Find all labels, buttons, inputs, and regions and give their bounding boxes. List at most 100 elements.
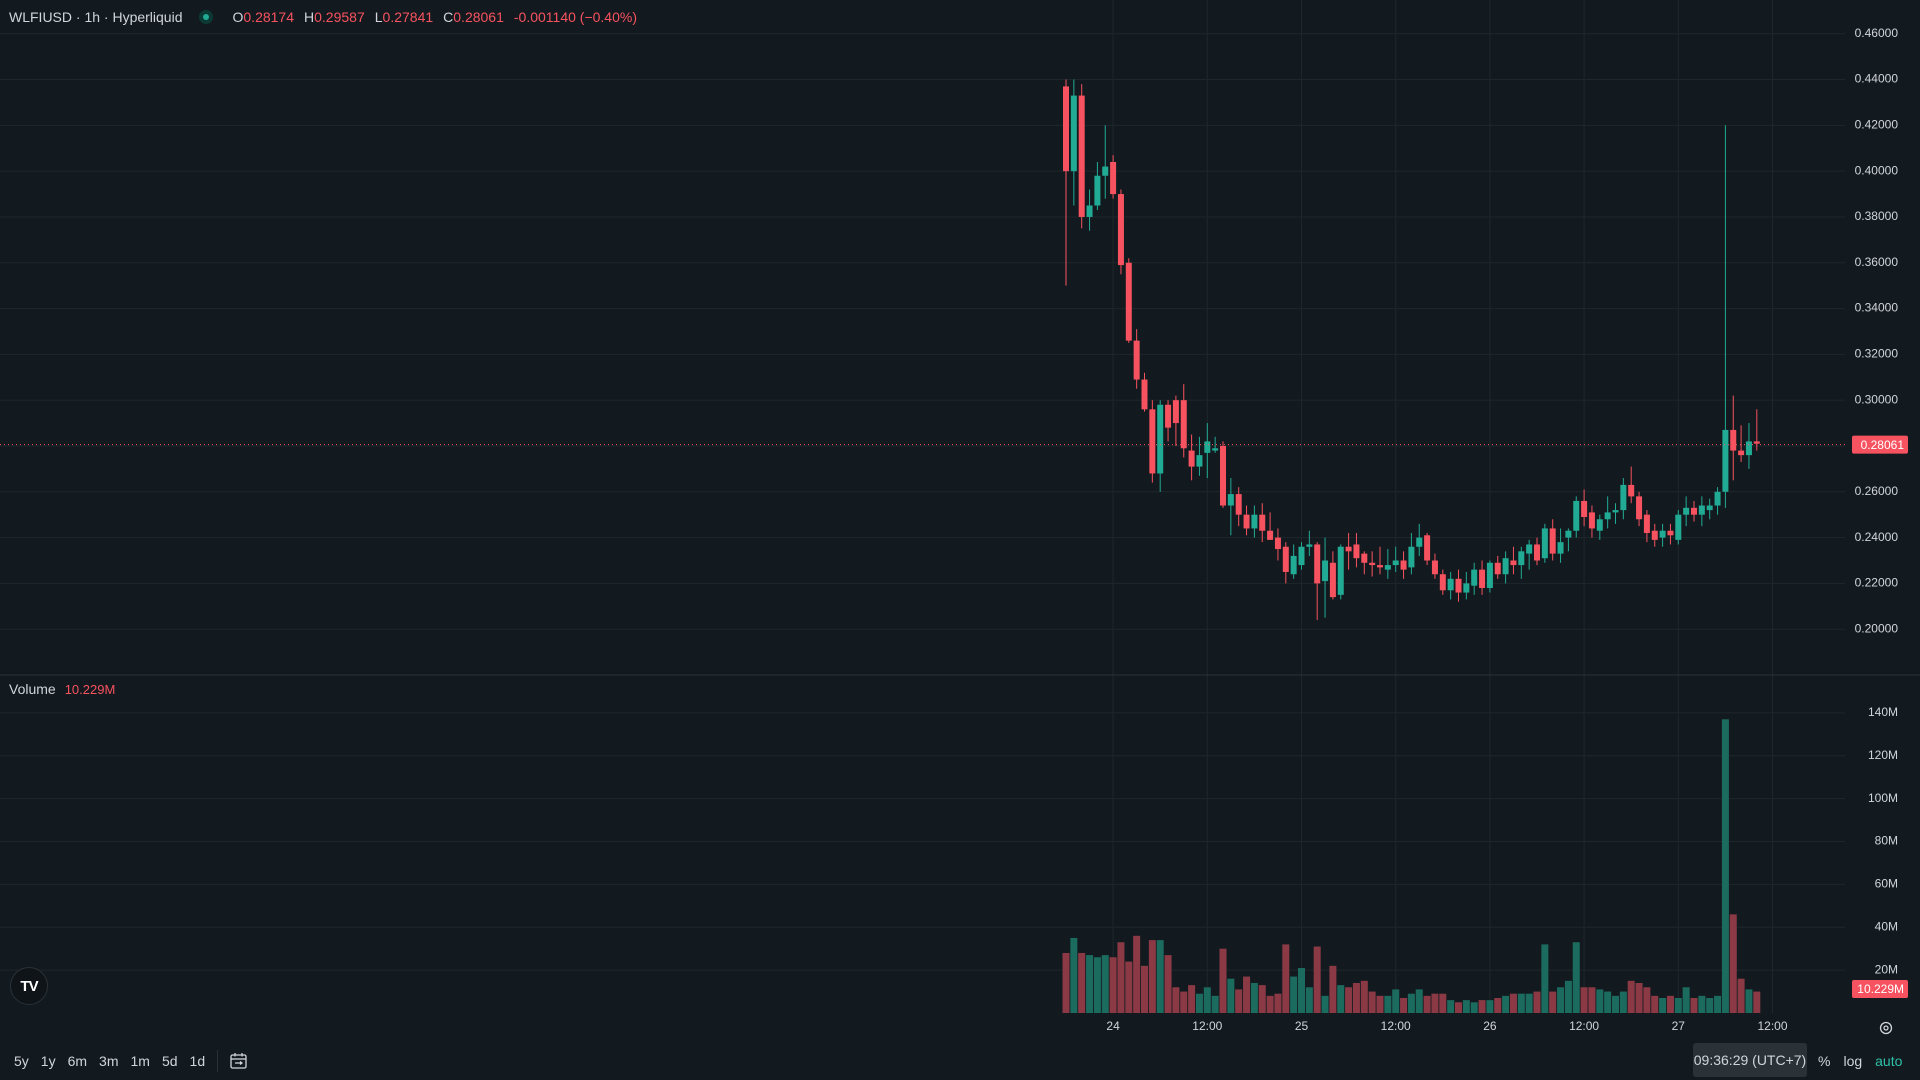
- volume-bar: [1235, 989, 1243, 1013]
- volume-bar: [1211, 995, 1219, 1013]
- change-value: -0.001140 (−0.40%): [513, 9, 637, 25]
- time-tick-label: 26: [1483, 1019, 1497, 1033]
- volume-bar: [1494, 997, 1502, 1013]
- volume-bar: [1533, 991, 1541, 1013]
- candle-body: [1361, 553, 1368, 563]
- volume-value: 10.229M: [64, 681, 116, 697]
- candle-body: [1691, 507, 1697, 515]
- volume-bar: [1258, 985, 1266, 1013]
- volume-bar: [1321, 995, 1329, 1013]
- volume-bar: [1164, 955, 1172, 1013]
- candle-body: [1094, 175, 1101, 206]
- scale-buttons: % log auto: [1818, 1041, 1902, 1080]
- volume-bar: [1078, 952, 1086, 1013]
- volume-bar: [1549, 991, 1557, 1013]
- volume-label[interactable]: Volume: [9, 681, 56, 697]
- range-button-1y[interactable]: 1y: [40, 1052, 56, 1069]
- candle-body: [1620, 484, 1627, 511]
- price-tick-label: 0.26000: [1855, 484, 1899, 498]
- candle-body: [1314, 544, 1321, 584]
- volume-tick-label: 100M: [1868, 791, 1898, 805]
- candle-body: [1117, 194, 1124, 266]
- volume-bar: [1352, 982, 1360, 1013]
- candle-body: [1534, 544, 1540, 561]
- candle-body: [1651, 530, 1658, 540]
- volume-bar: [1588, 987, 1596, 1013]
- price-tick-label: 0.36000: [1855, 255, 1899, 269]
- volume-tick-label: 20M: [1875, 962, 1898, 976]
- candle-body: [1102, 166, 1109, 176]
- volume-bar: [1682, 987, 1690, 1013]
- candle-body: [1675, 514, 1682, 540]
- range-button-3m[interactable]: 3m: [99, 1052, 119, 1069]
- settings-gear-icon[interactable]: [1876, 1018, 1896, 1038]
- candle-body: [1251, 514, 1258, 529]
- volume-bar: [1125, 961, 1133, 1013]
- candle-body: [1479, 569, 1486, 588]
- candle-body: [1636, 496, 1643, 520]
- candle-body: [1149, 409, 1156, 474]
- candle-body: [1596, 519, 1603, 531]
- volume-bar: [1195, 993, 1203, 1013]
- candle-body: [1463, 583, 1470, 593]
- candle-body: [1730, 429, 1737, 451]
- volume-bar: [1384, 995, 1392, 1013]
- volume-bar: [1305, 987, 1313, 1013]
- candle-body: [1416, 537, 1423, 547]
- volume-bar: [1714, 995, 1722, 1013]
- volume-bar: [1659, 997, 1667, 1013]
- candle-body: [1698, 505, 1705, 515]
- volume-bar: [1674, 997, 1682, 1013]
- candle-body: [1384, 565, 1391, 570]
- candle-body: [1306, 544, 1313, 547]
- candle-body: [1557, 542, 1564, 554]
- volume-bar: [1298, 967, 1305, 1013]
- price-tick-label: 0.20000: [1855, 621, 1899, 635]
- log-scale-button[interactable]: log: [1843, 1052, 1863, 1069]
- price-tick-label: 0.24000: [1855, 530, 1899, 544]
- candle-body: [1243, 514, 1250, 529]
- volume-bar: [1706, 997, 1714, 1013]
- volume-bar: [1478, 1000, 1486, 1013]
- range-button-5y[interactable]: 5y: [14, 1052, 29, 1069]
- volume-bar: [1415, 989, 1423, 1013]
- volume-bar: [1337, 985, 1345, 1013]
- timezone-clock[interactable]: 09:36:29 (UTC+7): [1693, 1043, 1807, 1077]
- range-button-1m[interactable]: 1m: [130, 1052, 150, 1069]
- volume-bar: [1462, 1000, 1470, 1013]
- percent-scale-button[interactable]: %: [1818, 1052, 1831, 1069]
- go-to-date-icon[interactable]: [228, 1051, 250, 1071]
- candle-body: [1683, 507, 1690, 515]
- volume-bar: [1188, 985, 1196, 1013]
- volume-bar: [1666, 995, 1674, 1013]
- candle-body: [1738, 450, 1745, 456]
- candle-body: [1526, 544, 1533, 554]
- tradingview-logo-icon[interactable]: TV: [10, 967, 48, 1005]
- candle-body: [1549, 528, 1556, 554]
- candle-body: [1486, 562, 1493, 588]
- volume-bar: [1619, 991, 1627, 1013]
- volume-bar: [1156, 940, 1164, 1013]
- volume-bar: [1596, 989, 1604, 1013]
- candle-body: [1541, 528, 1548, 559]
- candle-body: [1447, 578, 1454, 591]
- range-button-1d[interactable]: 1d: [189, 1052, 206, 1069]
- volume-bar: [1541, 944, 1549, 1013]
- symbol-title[interactable]: WLFIUSD · 1h · Hyperliquid: [9, 9, 183, 25]
- volume-bar: [1093, 957, 1101, 1013]
- volume-bar: [1282, 944, 1290, 1013]
- price-tick-label: 0.34000: [1855, 301, 1899, 315]
- candle-body: [1345, 546, 1352, 552]
- volume-bar: [1203, 987, 1211, 1013]
- range-button-5d[interactable]: 5d: [161, 1052, 178, 1069]
- candle-body: [1172, 400, 1179, 424]
- candle-body: [1212, 448, 1219, 451]
- volume-bar: [1290, 976, 1298, 1013]
- volume-bar: [1431, 993, 1439, 1013]
- price-tick-label: 0.40000: [1855, 163, 1899, 177]
- auto-scale-button[interactable]: auto: [1875, 1052, 1903, 1069]
- volume-bar: [1141, 965, 1148, 1013]
- range-button-6m[interactable]: 6m: [67, 1052, 88, 1069]
- candle-body: [1588, 512, 1595, 529]
